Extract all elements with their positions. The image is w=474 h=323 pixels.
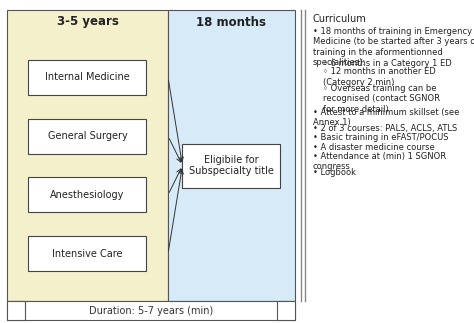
Text: ◦ 6 months in a Category 1 ED: ◦ 6 months in a Category 1 ED [323, 58, 452, 68]
Bar [277, 301, 295, 320]
Text: 18 months: 18 months [197, 16, 266, 28]
Text: Intensive Care: Intensive Care [52, 249, 123, 259]
Bar [7, 301, 295, 320]
Bar [168, 10, 295, 301]
Bar [28, 119, 146, 154]
Text: • A disaster medicine course: • A disaster medicine course [313, 142, 435, 151]
Text: • 18 months of training in Emergency
Medicine (to be started after 3 years of
tr: • 18 months of training in Emergency Med… [313, 27, 474, 67]
Text: General Surgery: General Surgery [47, 131, 128, 141]
Bar [182, 143, 281, 187]
Text: 3-5 years: 3-5 years [56, 16, 118, 28]
Text: Curriculum: Curriculum [313, 14, 367, 24]
Bar [7, 10, 168, 301]
Bar [7, 301, 25, 320]
Text: • Logbook: • Logbook [313, 168, 356, 177]
Bar [28, 60, 146, 95]
Bar [28, 177, 146, 213]
Text: • Attendance at (min) 1 SGNOR
congress: • Attendance at (min) 1 SGNOR congress [313, 151, 446, 171]
Bar [28, 236, 146, 271]
Text: Anesthesiology: Anesthesiology [50, 190, 125, 200]
Text: ◦ 12 months in another ED
(Category 2 min): ◦ 12 months in another ED (Category 2 mi… [323, 68, 436, 87]
Text: Eligibile for
Subspecialty title: Eligibile for Subspecialty title [189, 155, 274, 176]
Text: • Basic training in eFAST/POCUS: • Basic training in eFAST/POCUS [313, 133, 448, 142]
Text: Duration: 5-7 years (min): Duration: 5-7 years (min) [89, 306, 213, 316]
Text: • Attest to a minimum skillset (see
Annex 1): • Attest to a minimum skillset (see Anne… [313, 108, 459, 127]
Text: ◦ Overseas training can be
recognised (contact SGNOR
for more detail): ◦ Overseas training can be recognised (c… [323, 84, 440, 114]
Text: • 2 of 3 courses: PALS, ACLS, ATLS: • 2 of 3 courses: PALS, ACLS, ATLS [313, 124, 457, 133]
Text: Internal Medicine: Internal Medicine [45, 72, 130, 82]
